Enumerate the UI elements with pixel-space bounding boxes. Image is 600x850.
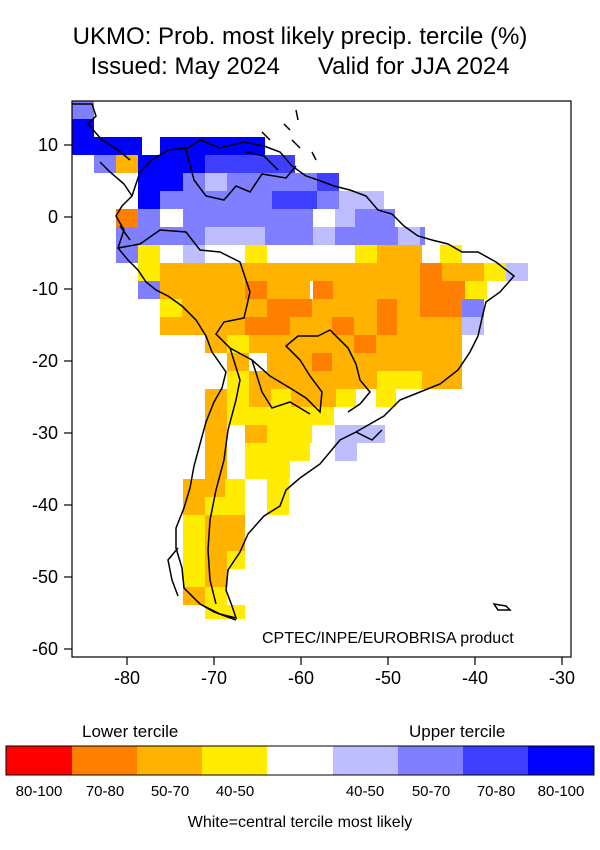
lat-tick: 10 — [38, 135, 58, 155]
legend-swatch — [267, 746, 333, 775]
legend-swatch — [137, 746, 202, 775]
legend-swatch — [72, 746, 137, 775]
legend-swatch — [6, 746, 72, 775]
coastline — [72, 103, 516, 621]
legend-bin-label: 40-50 — [345, 783, 385, 800]
lon-tick: -30 — [549, 668, 575, 688]
lower-tercile-label: Lower tercile — [82, 722, 179, 741]
legend-bin-label: 50-70 — [150, 783, 190, 800]
legend-bin-label: 80-100 — [537, 783, 585, 800]
lat-tick-labels: 10 0 -10 -20 -30 -40 -50 -60 — [32, 135, 58, 659]
legend-swatch — [463, 746, 528, 775]
lat-tick: 0 — [48, 207, 58, 227]
legend-footnote: White=central tercile most likely — [187, 814, 413, 831]
issued-label: Issued: May 2024 — [90, 53, 280, 80]
lat-tick: -30 — [32, 423, 58, 443]
lat-tick: -10 — [32, 279, 58, 299]
valid-label: Valid for JJA 2024 — [317, 53, 510, 80]
axis-ticks — [64, 144, 563, 665]
upper-tercile-label: Upper tercile — [409, 722, 506, 741]
legend-swatch — [333, 746, 398, 775]
legend-bin-label: 70-80 — [85, 783, 125, 800]
lat-tick: -60 — [32, 639, 58, 659]
map-frame — [71, 100, 572, 658]
legend-swatch — [202, 746, 267, 775]
legend-bin-label: 70-80 — [476, 783, 516, 800]
map-subtitle: Issued: May 2024 Valid for JJA 2024 — [0, 52, 600, 82]
lon-tick: -50 — [375, 668, 401, 688]
lon-tick: -40 — [462, 668, 488, 688]
lat-tick: -20 — [32, 351, 58, 371]
lat-tick: -50 — [32, 567, 58, 587]
legend-swatch — [398, 746, 463, 775]
lon-tick: -60 — [288, 668, 314, 688]
lat-tick: -40 — [32, 495, 58, 515]
lon-tick: -70 — [201, 668, 227, 688]
legend-bin-label: 40-50 — [215, 783, 255, 800]
product-credit: CPTEC/INPE/EUROBRISA product — [262, 630, 514, 647]
legend-bin-label: 50-70 — [411, 783, 451, 800]
legend-bin-label: 80-100 — [15, 783, 63, 800]
lon-tick: -80 — [114, 668, 140, 688]
map-title: UKMO: Prob. most likely precip. tercile … — [72, 23, 528, 50]
legend-colorbar — [5, 745, 595, 776]
legend-swatch — [528, 746, 594, 775]
lon-tick-labels: -80 -70 -60 -50 -40 -30 — [114, 668, 575, 688]
